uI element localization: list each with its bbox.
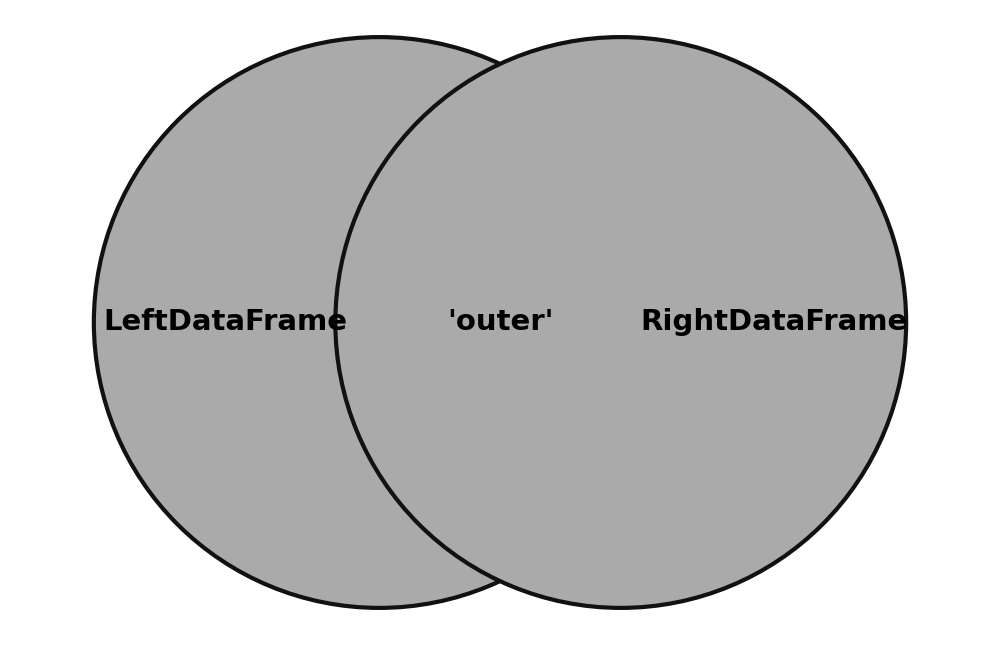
Text: LeftDataFrame: LeftDataFrame bbox=[104, 308, 348, 337]
Text: RightDataFrame: RightDataFrame bbox=[641, 308, 908, 337]
Text: 'outer': 'outer' bbox=[447, 308, 553, 337]
Circle shape bbox=[94, 37, 665, 608]
Circle shape bbox=[335, 37, 906, 608]
